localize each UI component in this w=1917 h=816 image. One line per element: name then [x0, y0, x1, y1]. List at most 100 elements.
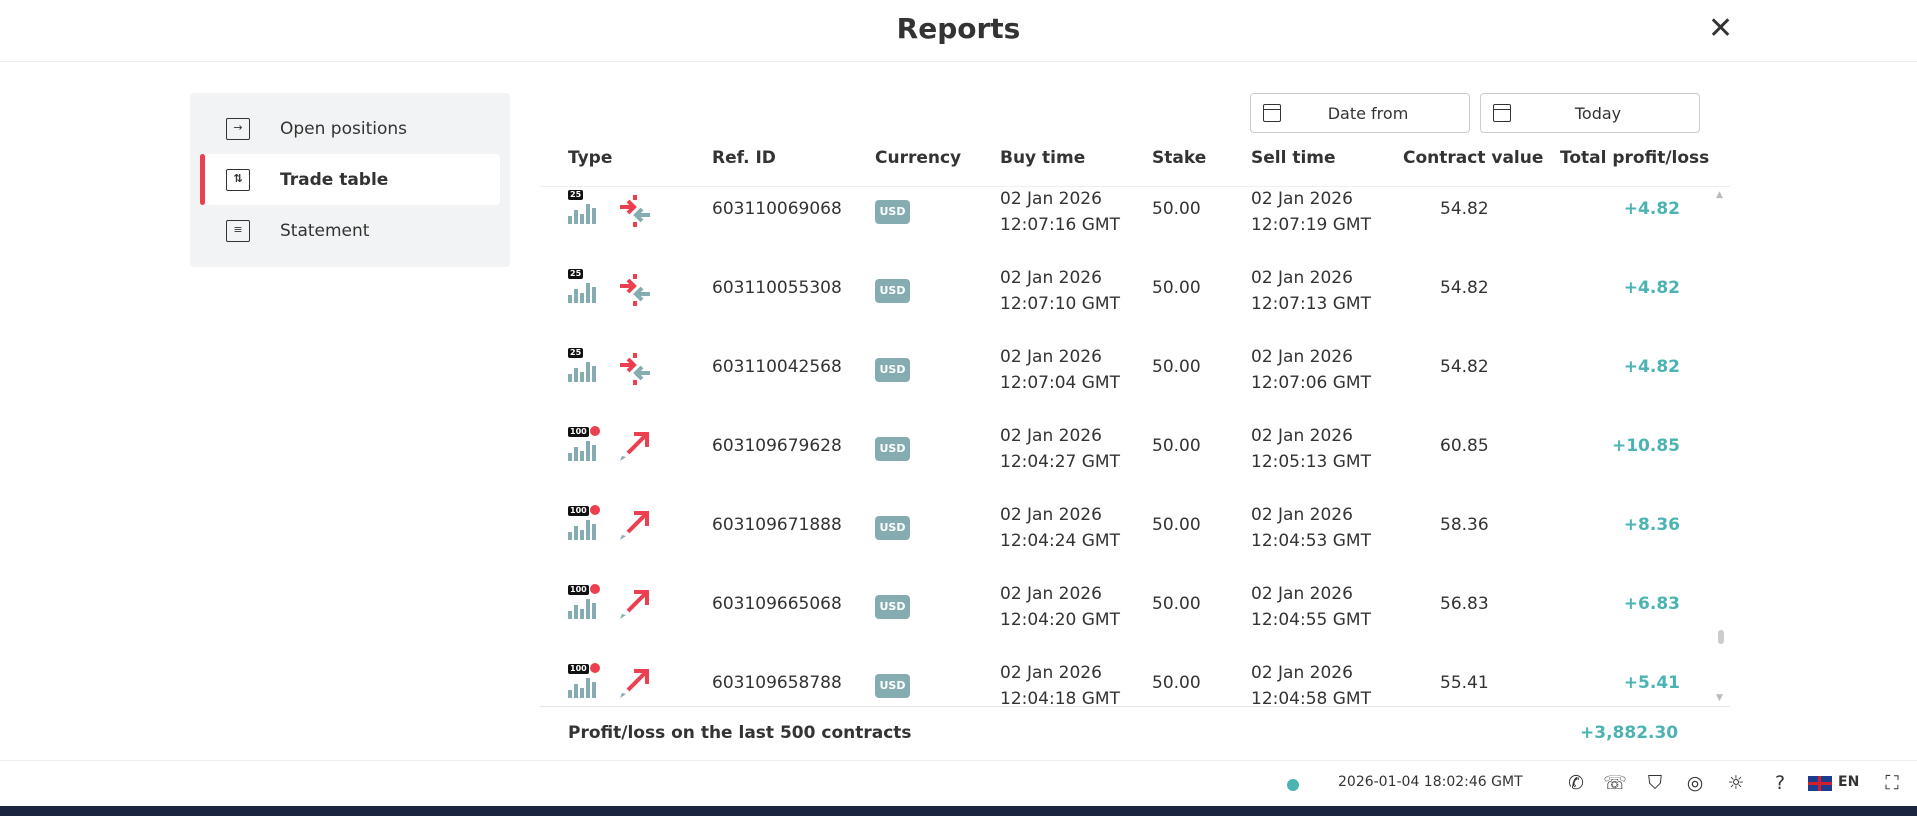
contract-value: 56.83 [1440, 594, 1489, 614]
contract-value: 60.85 [1440, 436, 1489, 456]
table-row[interactable]: 100 603109665068 USD 02 Jan 2026 12:04:20… [540, 567, 1730, 646]
column-header-buy-time: Buy time [1000, 148, 1086, 168]
sell-time: 02 Jan 2026 12:07:13 GMT [1251, 265, 1371, 317]
stake: 50.00 [1152, 436, 1201, 456]
date-from-picker[interactable]: Date from [1250, 93, 1470, 133]
stake: 50.00 [1152, 673, 1201, 693]
stake: 50.00 [1152, 278, 1201, 298]
sell-time-value: 12:07:06 GMT [1251, 373, 1371, 393]
theme-icon[interactable]: ☼ [1727, 772, 1745, 794]
sell-time: 02 Jan 2026 12:07:06 GMT [1251, 344, 1371, 396]
sidebar: → Open positions ⇅ Trade table ≡ Stateme… [190, 93, 510, 267]
contract-value: 54.82 [1440, 278, 1489, 298]
sidebar-item-label: Statement [280, 220, 370, 241]
scroll-down-arrow[interactable]: ▼ [1716, 693, 1723, 703]
date-to-picker[interactable]: Today [1480, 93, 1700, 133]
table-row[interactable]: 25 603110055308 USD 02 Jan 2026 12:07:10 … [540, 251, 1730, 330]
buy-time: 02 Jan 2026 12:07:04 GMT [1000, 344, 1120, 396]
currency-badge: USD [875, 358, 910, 382]
profit-loss: +8.36 [1623, 515, 1680, 535]
multiplier-badge: 25 [568, 190, 584, 200]
fullscreen-icon[interactable]: ⛶ [1885, 772, 1899, 794]
buy-time: 02 Jan 2026 12:04:18 GMT [1000, 660, 1120, 707]
currency-badge: USD [875, 674, 910, 698]
currency-badge: USD [875, 595, 910, 619]
ref-id[interactable]: 603109658788 [712, 673, 842, 693]
sell-time-value: 12:05:13 GMT [1251, 452, 1371, 472]
sell-date: 02 Jan 2026 [1251, 189, 1353, 209]
accumulator-icon [620, 195, 650, 227]
calendar-icon [1493, 104, 1511, 122]
buy-date: 02 Jan 2026 [1000, 268, 1102, 288]
column-header-total-profit-loss: Total profit/loss [1560, 148, 1710, 168]
stake: 50.00 [1152, 515, 1201, 535]
info-dot-icon [590, 505, 600, 515]
shield-icon[interactable]: ⛉ [1647, 772, 1663, 794]
table-row[interactable]: 25 603110042568 USD 02 Jan 2026 12:07:04 … [540, 330, 1730, 409]
contract-value: 54.82 [1440, 199, 1489, 219]
buy-time: 02 Jan 2026 12:04:24 GMT [1000, 502, 1120, 554]
currency-badge: USD [875, 279, 910, 303]
sidebar-item-label: Open positions [280, 118, 408, 139]
whatsapp-icon[interactable]: ✆ [1568, 772, 1584, 794]
table-row[interactable]: 100 603109671888 USD 02 Jan 2026 12:04:24… [540, 488, 1730, 567]
buy-time-value: 12:04:20 GMT [1000, 610, 1120, 630]
language-selector[interactable]: EN [1838, 774, 1860, 790]
ref-id[interactable]: 603109671888 [712, 515, 842, 535]
sell-time-value: 12:04:53 GMT [1251, 531, 1371, 551]
sell-time-value: 12:04:55 GMT [1251, 610, 1371, 630]
multiplier-badge: 25 [568, 269, 584, 279]
contract-value: 55.41 [1440, 673, 1489, 693]
buy-date: 02 Jan 2026 [1000, 584, 1102, 604]
ref-id[interactable]: 603109665068 [712, 594, 842, 614]
profit-loss: +10.85 [1611, 436, 1680, 456]
divider [540, 706, 1730, 707]
ref-id[interactable]: 603110055308 [712, 278, 842, 298]
ref-id[interactable]: 603109679628 [712, 436, 842, 456]
table-row[interactable]: 100 603109658788 USD 02 Jan 2026 12:04:18… [540, 646, 1730, 707]
ref-id[interactable]: 603110042568 [712, 357, 842, 377]
buy-date: 02 Jan 2026 [1000, 426, 1102, 446]
profit-loss: +6.83 [1623, 594, 1680, 614]
multiplier-up-icon [620, 511, 649, 540]
ref-id[interactable]: 603110069068 [712, 199, 842, 219]
open-positions-icon: → [226, 117, 250, 140]
multiplier-up-icon [620, 432, 649, 461]
help-icon[interactable]: ? [1774, 772, 1786, 794]
scrollbar-thumb[interactable] [1718, 630, 1724, 644]
sidebar-item-statement[interactable]: ≡ Statement [202, 205, 500, 256]
close-icon[interactable]: ✕ [1708, 11, 1734, 46]
stake: 50.00 [1152, 594, 1201, 614]
sell-time: 02 Jan 2026 12:04:53 GMT [1251, 502, 1371, 554]
taskbar [0, 806, 1917, 816]
candlestick-icon [568, 204, 596, 224]
buy-time: 02 Jan 2026 12:07:16 GMT [1000, 187, 1120, 238]
buy-time-value: 12:04:24 GMT [1000, 531, 1120, 551]
sidebar-item-trade-table[interactable]: ⇅ Trade table [200, 154, 500, 205]
candlestick-icon [568, 678, 596, 698]
buy-time-value: 12:07:04 GMT [1000, 373, 1120, 393]
profit-loss: +5.41 [1623, 673, 1680, 693]
sell-time-value: 12:07:19 GMT [1251, 215, 1371, 235]
table-row[interactable]: 100 603109679628 USD 02 Jan 2026 12:04:27… [540, 409, 1730, 488]
sidebar-item-open-positions[interactable]: → Open positions [202, 103, 500, 154]
stake: 50.00 [1152, 199, 1201, 219]
sell-date: 02 Jan 2026 [1251, 426, 1353, 446]
multiplier-up-icon [620, 669, 649, 698]
currency-badge: USD [875, 516, 910, 540]
buy-time: 02 Jan 2026 12:07:10 GMT [1000, 265, 1120, 317]
buy-time: 02 Jan 2026 12:04:20 GMT [1000, 581, 1120, 633]
table-row[interactable]: 25 603110069068 USD 02 Jan 2026 12:07:16 … [540, 187, 1730, 251]
server-clock: 2026-01-04 18:02:46 GMT [1338, 774, 1523, 790]
sell-time: 02 Jan 2026 12:04:55 GMT [1251, 581, 1371, 633]
uk-flag-icon[interactable] [1808, 776, 1832, 791]
multiplier-badge: 100 [568, 506, 589, 516]
candlestick-icon [568, 362, 596, 382]
calendar-icon [1263, 104, 1281, 122]
profit-loss: +4.82 [1623, 278, 1680, 298]
info-dot-icon [590, 426, 600, 436]
scroll-up-arrow[interactable]: ▲ [1716, 190, 1723, 200]
chat-icon[interactable]: ☏ [1603, 772, 1627, 794]
gauge-icon[interactable]: ◎ [1686, 772, 1704, 794]
currency-badge: USD [875, 200, 910, 224]
